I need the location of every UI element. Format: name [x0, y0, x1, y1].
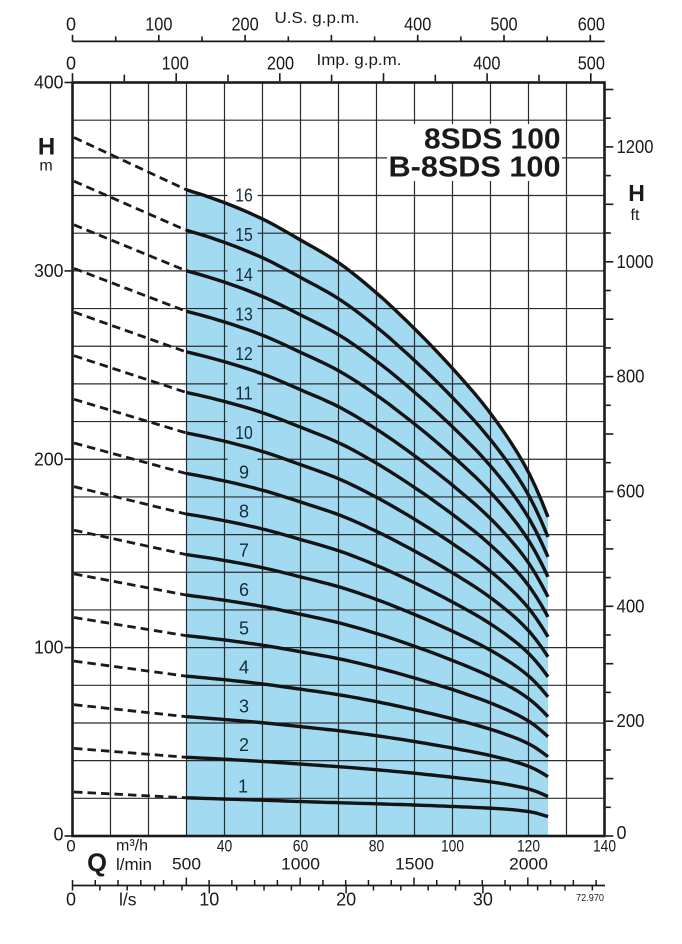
svg-text:200: 200	[617, 711, 645, 731]
svg-text:500: 500	[172, 855, 201, 874]
svg-text:l/s: l/s	[119, 889, 137, 909]
svg-text:10: 10	[235, 423, 253, 443]
svg-text:40: 40	[217, 837, 233, 856]
svg-text:13: 13	[235, 305, 253, 325]
svg-text:2000: 2000	[509, 855, 548, 874]
svg-text:600: 600	[617, 482, 645, 502]
svg-text:8: 8	[239, 502, 249, 522]
svg-text:72.970: 72.970	[576, 893, 604, 904]
svg-text:U.S. g.p.m.: U.S. g.p.m.	[275, 10, 360, 27]
svg-text:8SDS 100: 8SDS 100	[424, 123, 561, 155]
svg-text:0: 0	[66, 837, 75, 856]
svg-text:10: 10	[199, 890, 219, 910]
svg-text:1: 1	[238, 777, 248, 797]
svg-text:1200: 1200	[617, 137, 654, 157]
svg-text:B-8SDS 100: B-8SDS 100	[389, 151, 561, 183]
svg-text:300: 300	[34, 261, 64, 281]
svg-text:4: 4	[239, 658, 249, 678]
svg-text:140: 140	[593, 837, 616, 856]
svg-text:6: 6	[239, 580, 249, 600]
svg-text:200: 200	[34, 449, 64, 469]
svg-text:16: 16	[235, 186, 253, 206]
svg-text:11: 11	[235, 384, 253, 404]
svg-text:400: 400	[473, 54, 500, 74]
svg-text:0: 0	[66, 890, 76, 910]
svg-text:9: 9	[239, 462, 249, 482]
svg-text:2: 2	[239, 735, 249, 755]
svg-text:100: 100	[145, 14, 172, 34]
svg-text:3: 3	[239, 696, 249, 716]
svg-text:400: 400	[404, 14, 431, 34]
svg-text:1500: 1500	[395, 855, 434, 874]
svg-text:0: 0	[53, 824, 63, 844]
svg-text:400: 400	[617, 596, 645, 616]
svg-text:120: 120	[517, 837, 540, 856]
svg-text:0: 0	[66, 54, 76, 74]
svg-text:1000: 1000	[281, 855, 320, 874]
svg-text:ft: ft	[631, 207, 640, 224]
svg-text:Q: Q	[87, 850, 107, 878]
svg-text:200: 200	[232, 14, 259, 34]
svg-text:l/min: l/min	[116, 855, 152, 874]
svg-text:15: 15	[235, 225, 253, 245]
svg-text:100: 100	[162, 54, 189, 74]
svg-text:600: 600	[578, 14, 605, 34]
svg-text:60: 60	[293, 837, 309, 856]
svg-text:500: 500	[490, 14, 517, 34]
svg-text:80: 80	[369, 837, 385, 856]
svg-text:14: 14	[235, 265, 253, 285]
svg-text:m³/h: m³/h	[116, 838, 148, 855]
svg-text:100: 100	[34, 638, 64, 658]
svg-text:100: 100	[441, 837, 464, 856]
svg-text:0: 0	[66, 14, 76, 34]
svg-text:30: 30	[473, 890, 493, 910]
svg-text:20: 20	[336, 890, 356, 910]
svg-text:H: H	[38, 134, 55, 161]
svg-text:Imp. g.p.m.: Imp. g.p.m.	[317, 52, 402, 69]
svg-text:m: m	[39, 158, 52, 175]
svg-text:500: 500	[578, 54, 605, 74]
svg-text:800: 800	[617, 367, 645, 387]
svg-text:0: 0	[617, 823, 627, 843]
svg-text:5: 5	[239, 619, 249, 639]
svg-text:200: 200	[267, 54, 294, 74]
svg-text:1000: 1000	[617, 252, 654, 272]
svg-text:12: 12	[235, 344, 253, 364]
svg-text:H: H	[628, 180, 645, 206]
svg-text:400: 400	[34, 73, 64, 93]
svg-text:7: 7	[239, 541, 249, 561]
